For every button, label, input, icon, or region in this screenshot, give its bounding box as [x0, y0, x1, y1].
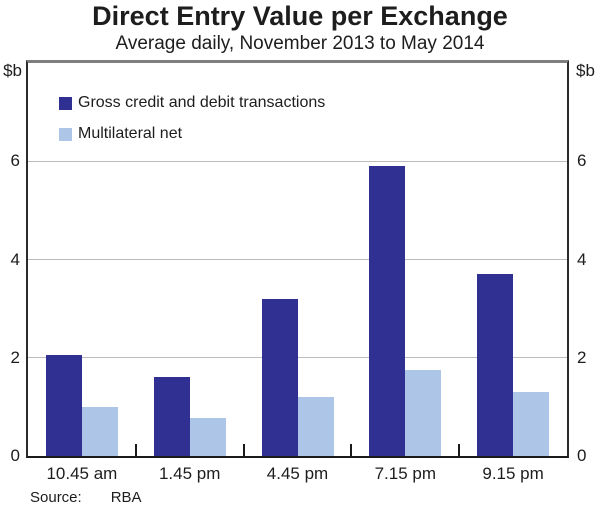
bar-gross-3 — [261, 298, 298, 456]
gridline-6 — [28, 160, 567, 162]
legend-swatch-net-icon — [59, 127, 72, 141]
y-tick-label-left-6: 6 — [10, 151, 20, 171]
y-axis-unit-right: $b — [576, 61, 595, 80]
bar-gross-1 — [45, 355, 82, 456]
y-tick-label-left-4: 4 — [10, 249, 20, 269]
bar-net-2 — [189, 417, 226, 456]
y-tick-label-left-2: 2 — [10, 347, 20, 367]
legend-label-net: Multilateral net — [78, 125, 183, 142]
source-value: RBA — [110, 489, 142, 506]
chart-subtitle: Average daily, November 2013 to May 2014 — [115, 33, 485, 54]
y-tick-label-right-2: 2 — [577, 347, 587, 367]
source-note: Source: RBA — [30, 489, 142, 506]
legend-item-gross: Gross credit and debit transactions — [59, 94, 325, 112]
bar-net-4 — [405, 370, 442, 456]
bar-gross-5 — [477, 274, 514, 456]
x-axis-tick-1 — [134, 444, 137, 456]
bar-net-3 — [297, 397, 334, 456]
x-axis-tick-3 — [350, 444, 353, 456]
y-tick-label-right-6: 6 — [577, 151, 587, 171]
x-tick-label-3: 4.45 pm — [266, 464, 329, 483]
chart-title: Direct Entry Value per Exchange — [92, 1, 508, 31]
legend-swatch-gross-icon — [59, 96, 72, 110]
y-tick-label-left-0: 0 — [10, 446, 20, 465]
legend-item-net: Multilateral net — [59, 125, 325, 143]
plot-area: Gross credit and debit transactions Mult… — [26, 60, 569, 458]
y-axis-unit-left: $b — [3, 61, 22, 80]
legend-label-gross: Gross credit and debit transactions — [78, 94, 326, 111]
source-label: Source: — [30, 489, 82, 506]
legend: Gross credit and debit transactions Mult… — [59, 94, 325, 156]
gridline-4 — [28, 259, 567, 260]
bar-gross-2 — [153, 377, 190, 456]
y-tick-label-right-0: 0 — [577, 446, 587, 465]
bar-net-5 — [513, 392, 550, 456]
x-tick-label-5: 9.15 pm — [482, 464, 544, 483]
gridline-2 — [28, 357, 567, 359]
y-tick-label-right-4: 4 — [577, 249, 587, 269]
x-tick-label-1: 10.45 am — [46, 464, 118, 483]
x-tick-label-4: 7.15 pm — [374, 464, 437, 483]
x-axis-tick-4 — [458, 444, 461, 456]
bar-net-1 — [81, 406, 118, 456]
x-tick-label-2: 1.45 pm — [158, 464, 221, 483]
x-axis-tick-2 — [242, 444, 245, 456]
bar-gross-4 — [369, 166, 406, 456]
